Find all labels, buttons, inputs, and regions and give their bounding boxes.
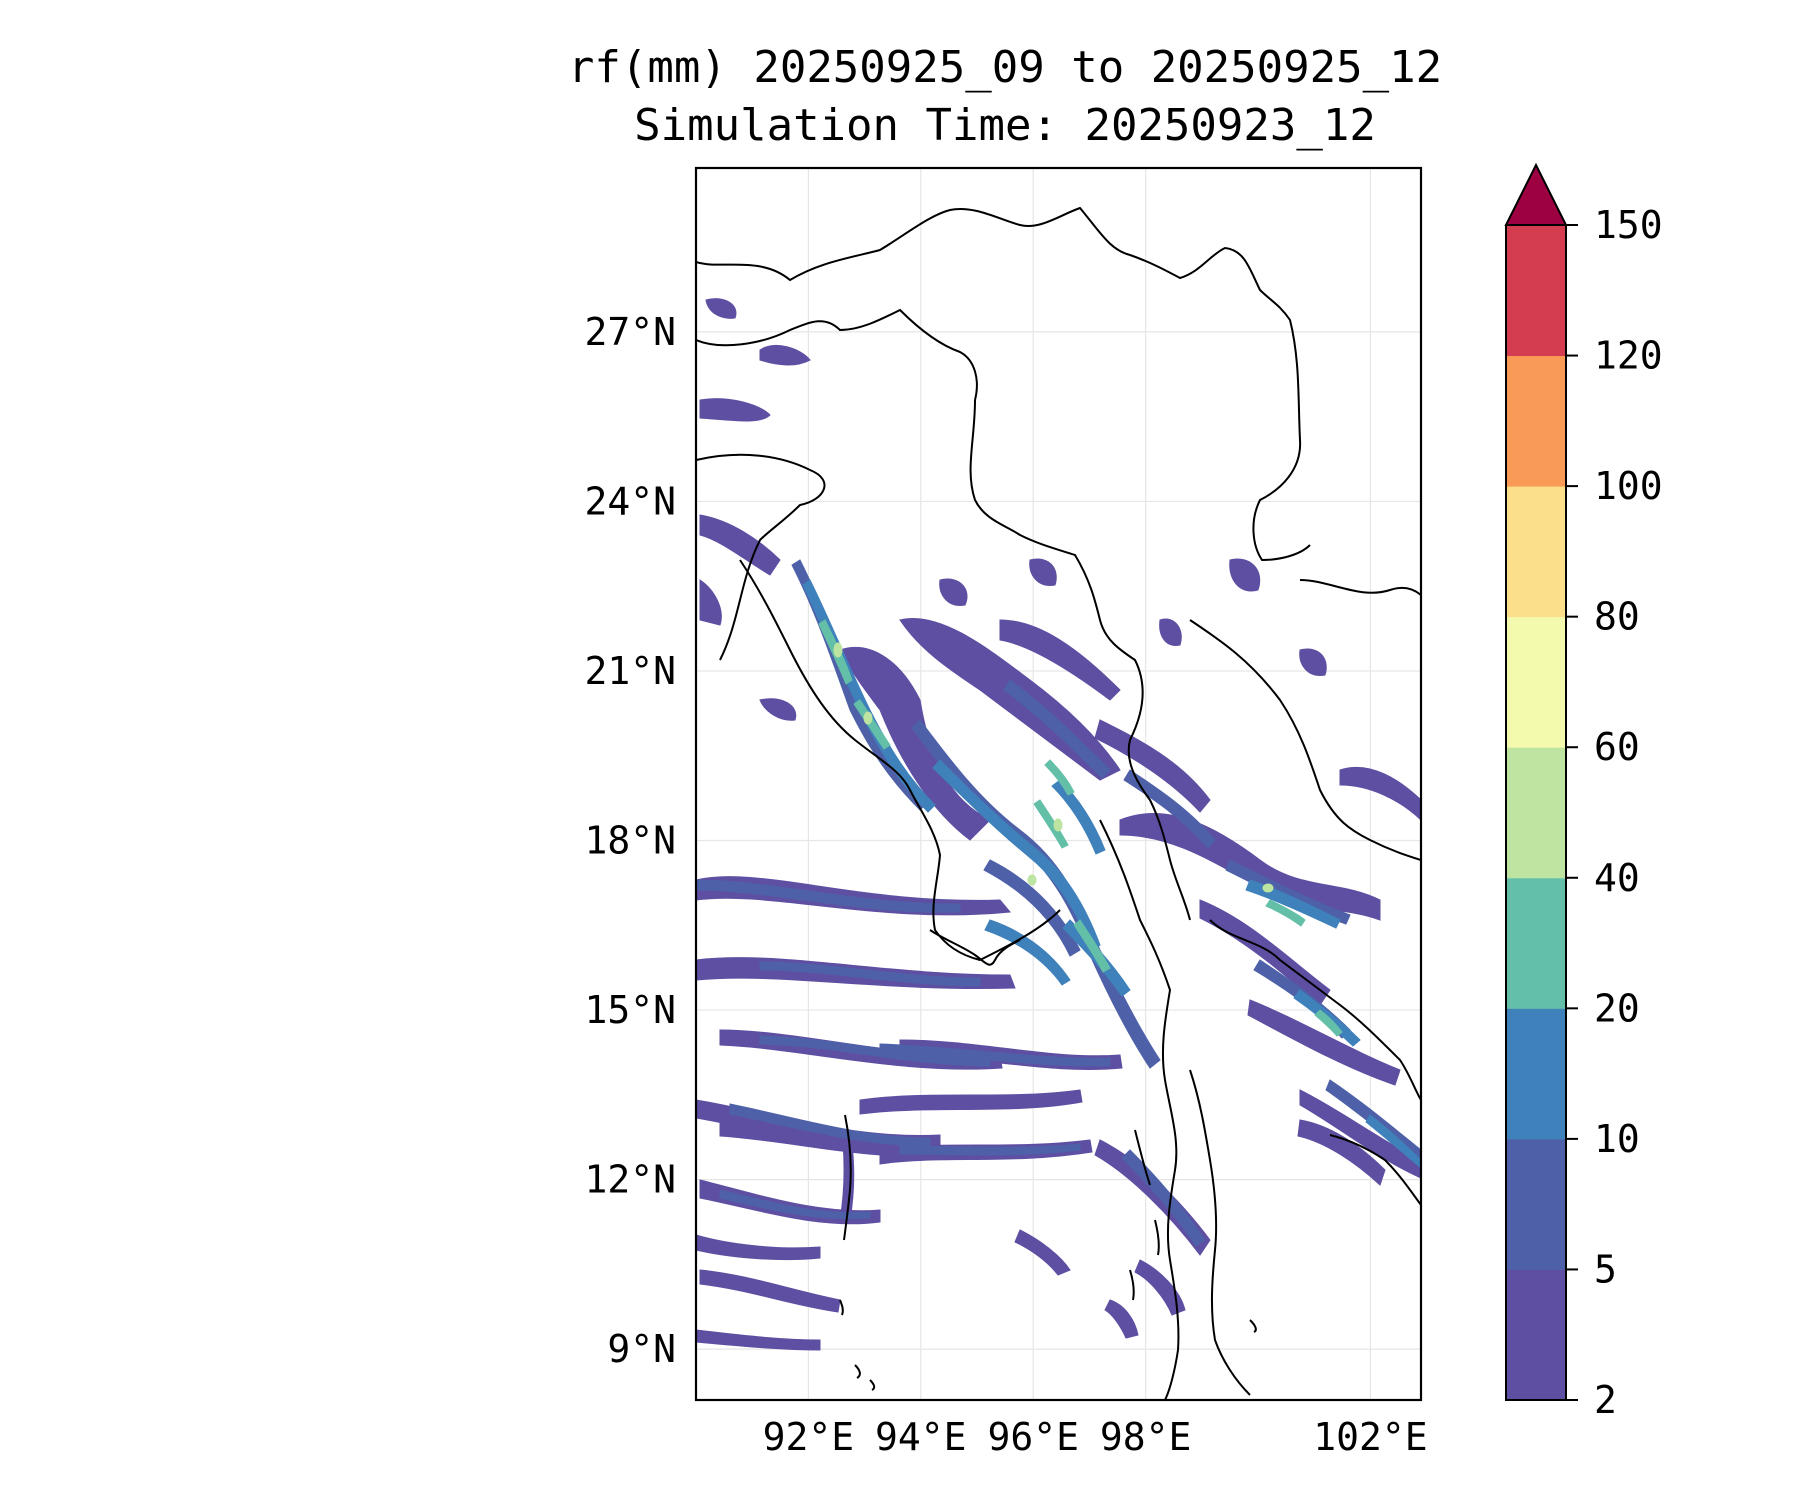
india-china-border bbox=[696, 206, 1311, 562]
myanmar-west-coast bbox=[739, 559, 1061, 962]
bangladesh-border bbox=[696, 453, 826, 661]
lon-tick-label: 92°E bbox=[763, 1415, 855, 1459]
colorbar-segment bbox=[1506, 486, 1566, 618]
colorbar-label: 100 bbox=[1594, 464, 1663, 508]
lat-tick-label: 9°N bbox=[607, 1327, 676, 1371]
colorbar-label: 40 bbox=[1594, 856, 1640, 900]
laos-border bbox=[1189, 619, 1421, 861]
thailand-east bbox=[1209, 919, 1421, 1101]
colorbar-label: 10 bbox=[1594, 1117, 1640, 1161]
map-gridlines bbox=[696, 168, 1421, 1400]
thailand-myanmar-border bbox=[1099, 819, 1180, 1400]
colorbar-segment bbox=[1506, 1008, 1566, 1140]
colorbar-segment bbox=[1506, 1138, 1566, 1270]
colorbar-segment bbox=[1506, 877, 1566, 1009]
colorbar-label: 5 bbox=[1594, 1247, 1617, 1291]
lon-tick-label: 98°E bbox=[1100, 1415, 1192, 1459]
irrawaddy-delta bbox=[929, 929, 1021, 966]
small-islands bbox=[854, 1319, 1257, 1391]
lat-tick-label: 12°N bbox=[584, 1158, 676, 1202]
lat-tick-label: 21°N bbox=[584, 649, 676, 693]
colorbar-segment bbox=[1506, 747, 1566, 879]
colorbar-segment bbox=[1506, 1269, 1566, 1401]
colorbar-segment bbox=[1506, 225, 1566, 357]
colorbar-label: 150 bbox=[1594, 203, 1663, 247]
lat-tick-label: 18°N bbox=[584, 819, 676, 863]
map-frame bbox=[694, 166, 1423, 1402]
rain-band-40-60 bbox=[833, 642, 1274, 893]
colorbar-label: 60 bbox=[1594, 725, 1640, 769]
colorbar-label: 20 bbox=[1594, 986, 1640, 1030]
andaman-islands bbox=[839, 1114, 852, 1316]
mergui-archipelago bbox=[1129, 1129, 1160, 1301]
cambodia-coast bbox=[1329, 1134, 1421, 1206]
colorbar-label: 2 bbox=[1594, 1378, 1617, 1422]
coastlines-borders bbox=[696, 206, 1421, 1400]
colorbar-extend-arrow bbox=[1504, 162, 1568, 226]
plot-subtitle: Simulation Time: 20250923_12 bbox=[634, 100, 1376, 151]
rain-band-20-40 bbox=[818, 619, 1343, 1037]
colorbar: 2 5 10 20 40 60 80 100 120 150 bbox=[1504, 162, 1663, 1422]
lon-tick-label: 94°E bbox=[875, 1415, 967, 1459]
colorbar-label: 80 bbox=[1594, 595, 1640, 639]
longitude-labels: 92°E 94°E 96°E 98°E 102°E bbox=[763, 1415, 1428, 1459]
colorbar-outline bbox=[1505, 224, 1567, 1401]
lon-tick-label: 96°E bbox=[987, 1415, 1079, 1459]
latitude-labels: 9°N 12°N 15°N 18°N 21°N 24°N 27°N bbox=[584, 310, 676, 1371]
colorbar-segment bbox=[1506, 616, 1566, 748]
lat-tick-label: 24°N bbox=[584, 479, 676, 523]
lat-tick-label: 27°N bbox=[584, 310, 676, 354]
laos-north bbox=[1299, 579, 1421, 596]
colorbar-segment bbox=[1506, 355, 1566, 487]
lat-tick-label: 15°N bbox=[584, 988, 676, 1032]
rainfall-field bbox=[696, 298, 1421, 1351]
plot-title: rf(mm) 20250925_09 to 20250925_12 bbox=[567, 42, 1443, 93]
colorbar-label: 120 bbox=[1594, 334, 1663, 378]
myanmar-east-border bbox=[969, 399, 1191, 921]
myanmar-border-north bbox=[696, 308, 978, 401]
thailand-west-coast bbox=[1189, 1069, 1251, 1396]
lon-tick-label: 102°E bbox=[1313, 1415, 1427, 1459]
